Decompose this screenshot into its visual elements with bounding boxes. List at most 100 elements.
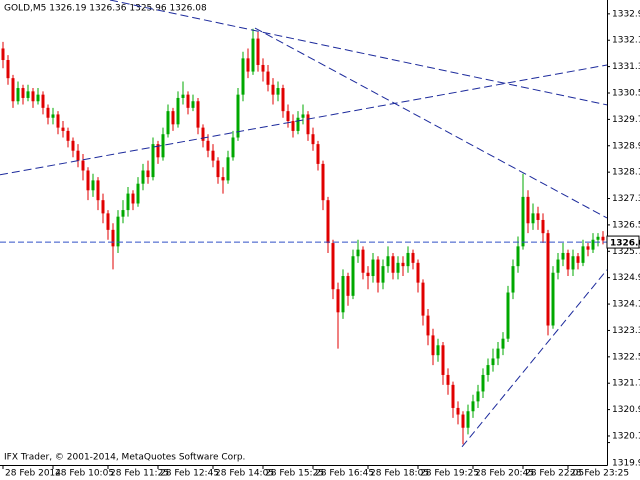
candle-body [296, 117, 300, 131]
candle-body [331, 243, 335, 290]
candle-body [261, 64, 265, 72]
candle-body [86, 170, 90, 191]
candle-body [516, 246, 520, 267]
candle-body [141, 170, 145, 184]
candle-body [6, 60, 10, 79]
x-tick-label: 28 Feb 19:25 [420, 469, 479, 479]
candle-body [346, 276, 350, 296]
candle-body [51, 114, 55, 118]
candle-body [371, 259, 375, 277]
candle-body [231, 137, 235, 158]
y-tick-label: 1320.15 [612, 431, 640, 441]
candle-body [191, 101, 195, 108]
trend-line [0, 64, 608, 176]
candle-body [456, 407, 460, 415]
y-tick-label: 1328.15 [612, 168, 640, 178]
candle-body [321, 163, 325, 201]
candle-body [561, 252, 565, 260]
copyright: IFX Trader, © 2001-2014, MetaQuotes Soft… [4, 453, 245, 463]
candle-body [61, 127, 65, 131]
candle-body [421, 282, 425, 316]
candle-body [156, 144, 160, 158]
candle-body [136, 183, 140, 204]
y-tick-label: 1328.95 [612, 141, 640, 151]
candle-body [506, 292, 510, 339]
candle-body [211, 150, 215, 161]
candle-body [546, 233, 550, 326]
x-tick-label: 28 Feb 12:45 [160, 469, 219, 479]
price-label: 1326.03 [610, 239, 640, 249]
chart-header: GOLD,M5 1326.19 1326.36 1325.96 1326.08 [4, 4, 207, 14]
candle-body [446, 374, 450, 385]
candle-body [216, 160, 220, 178]
candle-body [246, 58, 250, 72]
candle-body [46, 107, 50, 118]
y-tick-label: 1330.55 [612, 89, 640, 99]
candle-body [161, 134, 165, 158]
candle-body [426, 315, 430, 336]
trend-line [254, 27, 608, 219]
candle-body [391, 256, 395, 273]
candle-body [576, 256, 580, 263]
candle-body [501, 338, 505, 349]
candle-body [491, 358, 495, 366]
candle-body [471, 401, 475, 412]
x-tick-label: 28 Feb 15:25 [265, 469, 324, 479]
candle-body [591, 239, 595, 250]
candle-body [91, 180, 95, 191]
candle-body [586, 246, 590, 250]
candle-body [101, 200, 105, 214]
y-tick-label: 1319.95 [612, 459, 640, 469]
y-tick-label: 1325.75 [612, 247, 640, 257]
candle-body [556, 259, 560, 273]
candle-body [206, 140, 210, 151]
x-tick-label: 28 Feb 11:25 [110, 469, 169, 479]
candle-body [481, 374, 485, 392]
x-tick-label: 28 Feb 18:05 [370, 469, 429, 479]
candle-body [601, 236, 605, 241]
candle-body [381, 266, 385, 283]
candle-body [566, 252, 570, 270]
price-label-box [606, 235, 640, 249]
candle-body [16, 88, 20, 102]
candle-body [226, 157, 230, 181]
candle-body [266, 71, 270, 85]
candle-body [201, 127, 205, 141]
candle-body [271, 84, 275, 95]
candle-body [166, 111, 170, 135]
trend-line [109, 0, 608, 106]
candle-body [121, 210, 125, 217]
candle-body [291, 121, 295, 131]
candle-body [531, 213, 535, 224]
candle-body [411, 252, 415, 263]
candle-body [116, 216, 120, 247]
candle-body [286, 111, 290, 122]
candle-body [276, 88, 280, 95]
candle-body [131, 193, 135, 204]
candle-body [146, 170, 150, 178]
candle-body [126, 193, 130, 211]
candle-body [31, 91, 35, 102]
candle-body [176, 97, 180, 125]
candle-body [541, 219, 545, 234]
candle-body [416, 262, 420, 283]
candle-body [436, 345, 440, 356]
candle-body [306, 114, 310, 135]
candle-body [71, 140, 75, 151]
candle-body [431, 335, 435, 356]
y-tick-label: 1324.15 [612, 300, 640, 310]
y-tick-label: 1332.95 [612, 9, 640, 19]
candle-body [66, 130, 70, 141]
candle-body [521, 196, 525, 247]
candle-body [486, 365, 490, 375]
candle-body [21, 88, 25, 98]
candle-body [511, 266, 515, 293]
candle-body [96, 180, 100, 201]
candle-body [26, 91, 30, 98]
candle-body [536, 213, 540, 220]
candle-body [476, 391, 480, 402]
candle-body [341, 276, 345, 313]
candle-body [256, 38, 260, 65]
